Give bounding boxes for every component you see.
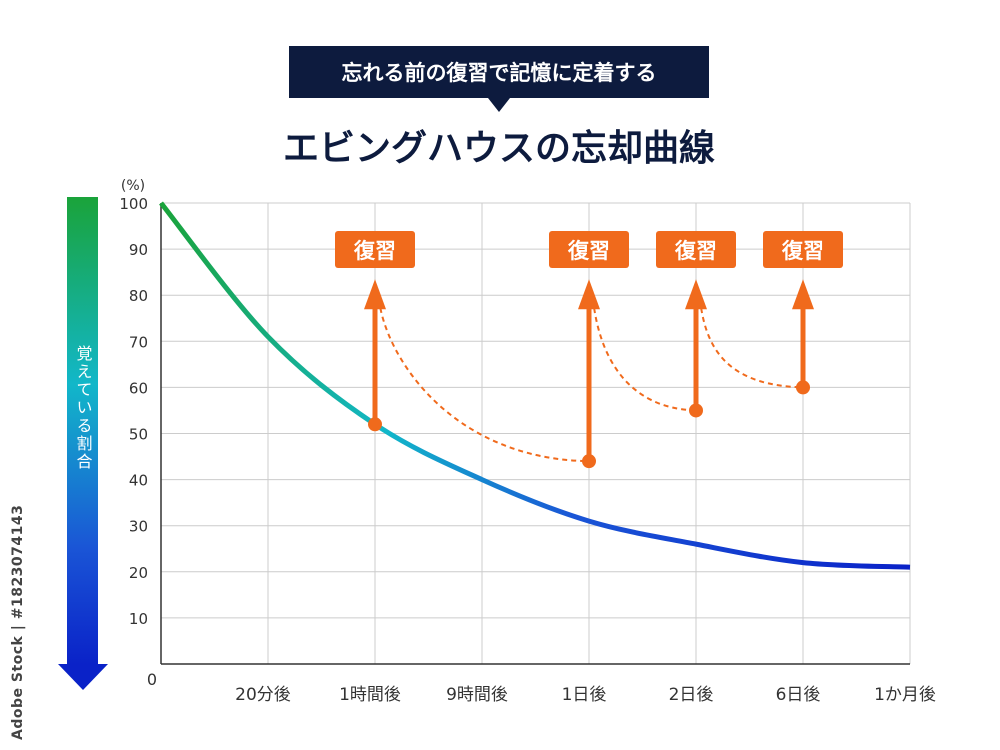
review-arrowhead <box>685 279 707 310</box>
review-point <box>689 403 703 418</box>
review-arrowhead <box>578 279 600 310</box>
review-annotations: 復習 復習 復習 復習 <box>335 231 843 469</box>
axes <box>160 203 910 665</box>
review-label-box <box>549 231 629 268</box>
banner-box <box>289 46 709 98</box>
x-tick-label: 2日後 <box>669 685 714 705</box>
x-tick-label: 20分後 <box>235 685 291 705</box>
review-label-box <box>335 231 415 268</box>
review-arrowhead <box>792 279 814 310</box>
y-axis-arrowhead <box>58 664 108 690</box>
review-label: 復習 <box>781 239 824 263</box>
y-tick-label: 20 <box>129 564 148 582</box>
y-axis-ticks: 10 20 30 40 50 60 70 80 90 100 <box>119 195 148 628</box>
x-tick-label: 6日後 <box>776 685 821 705</box>
review-point <box>796 380 810 395</box>
y-axis-gradient-bar <box>67 197 98 665</box>
x-tick-label: 9時間後 <box>446 685 508 705</box>
origin-label: 0 <box>147 670 157 689</box>
y-tick-label: 100 <box>119 195 148 213</box>
review-label: 復習 <box>567 239 610 263</box>
review-arrowhead <box>364 279 386 310</box>
x-axis-ticks: 20分後 1時間後 9時間後 1日後 2日後 6日後 1か月後 <box>235 685 936 705</box>
review-label-box <box>656 231 736 268</box>
watermark-text: Adobe Stock | #1823074143 <box>10 504 26 740</box>
review-label-box <box>763 231 843 268</box>
forgetting-curve-line <box>159 201 911 570</box>
review-label: 復習 <box>353 239 396 263</box>
banner-text: 忘れる前の復習で記憶に定着する <box>342 61 657 85</box>
x-tick-label: 1日後 <box>562 685 607 705</box>
banner-pointer <box>488 98 510 112</box>
y-tick-label: 30 <box>129 518 148 536</box>
x-tick-label: 1か月後 <box>874 685 936 705</box>
review-decay-curve <box>592 299 697 412</box>
y-unit-label: (%) <box>121 178 145 194</box>
review-label: 復習 <box>674 239 717 263</box>
y-tick-label: 40 <box>129 472 148 490</box>
review-point <box>582 454 596 469</box>
x-tick-label: 1時間後 <box>339 685 401 705</box>
y-tick-label: 10 <box>129 610 148 628</box>
y-tick-label: 50 <box>129 426 148 444</box>
y-tick-label: 80 <box>129 287 148 305</box>
review-decay-curve <box>699 299 804 389</box>
chart-title: エビングハウスの忘却曲線 <box>283 128 715 169</box>
review-decay-curve <box>378 299 590 463</box>
y-tick-label: 60 <box>129 379 148 397</box>
grid <box>161 202 911 664</box>
review-point <box>368 417 382 432</box>
y-tick-label: 90 <box>129 241 148 259</box>
y-tick-label: 70 <box>129 333 148 351</box>
y-axis-title: 覚えている割合 <box>74 345 93 471</box>
